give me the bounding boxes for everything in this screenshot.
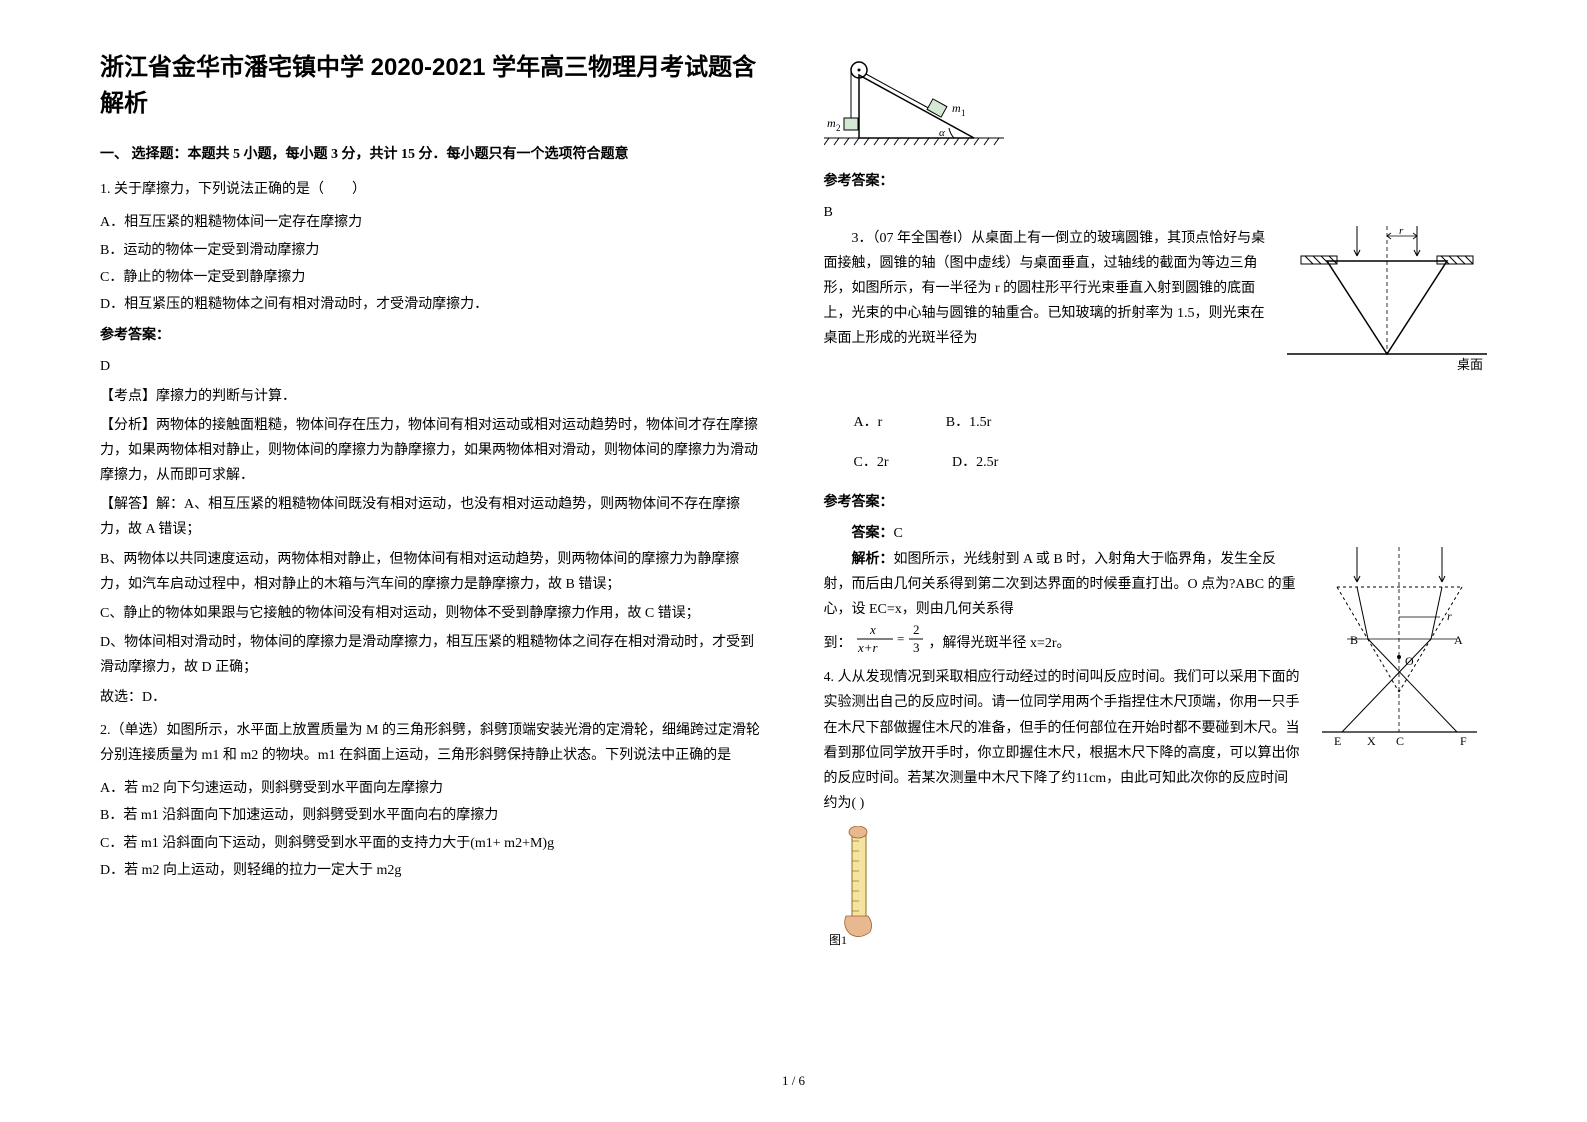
q3-option-c: C．2r bbox=[854, 450, 889, 475]
q2-answer: B bbox=[824, 200, 1488, 225]
q3-formula-suffix: ，解得光斑半径 x=2r。 bbox=[929, 636, 1071, 651]
q1-stem: 1. 关于摩擦力，下列说法正确的是（ ） bbox=[100, 177, 764, 202]
geometry-analysis-figure: r O B A E X C F bbox=[1312, 547, 1487, 756]
geo-B-label: B bbox=[1350, 633, 1358, 647]
q1-solve-d: D、物体间相对滑动时，物体间的摩擦力是滑动摩擦力，相互压紧的粗糙物体之间存在相对… bbox=[100, 630, 764, 680]
m2-label: m bbox=[827, 116, 836, 130]
geo-C-label: C bbox=[1396, 734, 1404, 747]
q2-option-c: C．若 m1 沿斜面向下运动，则斜劈受到水平面的支持力大于(m1+ m2+M)g bbox=[100, 831, 764, 856]
q3-analysis-text: 如图所示，光线射到 A 或 B 时，入射角大于临界角，发生全反射，而后由几何关系… bbox=[824, 552, 1296, 617]
document-title: 浙江省金华市潘宅镇中学 2020-2021 学年高三物理月考试题含解析 bbox=[100, 50, 764, 122]
q1-option-a: A．相互压紧的粗糙物体间一定存在摩擦力 bbox=[100, 210, 764, 235]
q3-option-a: A．r bbox=[854, 410, 883, 435]
q4-stem: 4. 人从发现情况到采取相应行动经过的时间叫反应时间。我们可以采用下面的实验测出… bbox=[824, 665, 1303, 816]
q1-analysis: 【分析】两物体的接触面粗糙，物体间存在压力，物体间有相对运动或相对运动趋势时，物… bbox=[100, 413, 764, 489]
q2-option-b: B．若 m1 沿斜面向下加速运动，则斜劈受到水平面向右的摩擦力 bbox=[100, 803, 764, 828]
alpha-label: α bbox=[939, 127, 945, 139]
svg-text:3: 3 bbox=[913, 640, 920, 655]
r-label: r bbox=[1399, 226, 1404, 237]
q3-options-row-2: C．2r D．2.5r bbox=[854, 450, 1488, 475]
q1-solve-b: B、两物体以共同速度运动，两物体相对静止，但物体间有相对运动趋势，则两物体间的摩… bbox=[100, 547, 764, 597]
q3-option-b: B．1.5r bbox=[946, 410, 992, 435]
q3-answer-prefix: 答案： bbox=[852, 526, 894, 541]
desk-label: 桌面 bbox=[1457, 357, 1483, 372]
q1-option-d: D．相互紧压的粗糙物体之间有相对滑动时，才受滑动摩擦力． bbox=[100, 292, 764, 317]
svg-text:=: = bbox=[897, 631, 904, 646]
geo-F-label: F bbox=[1460, 734, 1467, 747]
q1-answer: D bbox=[100, 354, 764, 379]
left-column: 浙江省金华市潘宅镇中学 2020-2021 学年高三物理月考试题含解析 一、 选… bbox=[100, 50, 764, 966]
q3-answer-label: 参考答案： bbox=[824, 490, 1488, 515]
q3-options-row-1: A．r B．1.5r bbox=[854, 410, 1488, 435]
q3-answer-line: 答案：C bbox=[824, 521, 1488, 546]
glass-cone-figure: r bbox=[1287, 226, 1487, 385]
q3-option-d: D．2.5r bbox=[952, 450, 998, 475]
m1-label: m bbox=[952, 101, 961, 115]
geo-E-label: E bbox=[1334, 734, 1341, 747]
right-column: m 2 m 1 α 参考答案： B bbox=[824, 50, 1488, 966]
q1-answer-label: 参考答案： bbox=[100, 323, 764, 348]
q2-option-d: D．若 m2 向上运动，则轻绳的拉力一定大于 m2g bbox=[100, 858, 764, 883]
q3-analysis-prefix: 解析： bbox=[852, 552, 894, 567]
q3-formula-prefix: 到： bbox=[824, 636, 852, 651]
page-number: 1 / 6 bbox=[782, 1069, 805, 1092]
q2-option-a: A．若 m2 向下匀速运动，则斜劈受到水平面向左摩擦力 bbox=[100, 776, 764, 801]
m1-subscript: 1 bbox=[961, 108, 966, 118]
q1-option-b: B．运动的物体一定受到滑动摩擦力 bbox=[100, 238, 764, 263]
q1-conclusion: 故选：D． bbox=[100, 685, 764, 710]
section-heading: 一、 选择题：本题共 5 小题，每小题 3 分，共计 15 分．每小题只有一个选… bbox=[100, 142, 764, 167]
q2-stem: 2.（单选）如图所示，水平面上放置质量为 M 的三角形斜劈，斜劈顶端安装光滑的定… bbox=[100, 718, 764, 768]
geo-r-label: r bbox=[1447, 609, 1452, 623]
triangle-pulley-figure: m 2 m 1 α bbox=[824, 60, 1488, 159]
q1-point: 【考点】摩擦力的判断与计算． bbox=[100, 384, 764, 409]
geo-X-label: X bbox=[1367, 734, 1376, 747]
q1-solve-a: 【解答】解：A、相互压紧的粗糙物体间既没有相对运动，也没有相对运动趋势，则两物体… bbox=[100, 492, 764, 542]
svg-text:x: x bbox=[869, 622, 876, 637]
ruler-hand-figure: 图1 bbox=[824, 826, 1488, 955]
geo-A-label: A bbox=[1454, 633, 1463, 647]
svg-text:x+r: x+r bbox=[857, 640, 879, 655]
fig1-label: 图1 bbox=[829, 933, 847, 946]
q1-option-c: C．静止的物体一定受到静摩擦力 bbox=[100, 265, 764, 290]
m2-subscript: 2 bbox=[836, 123, 841, 133]
q3-answer: C bbox=[894, 526, 903, 541]
geo-O-label: O bbox=[1405, 654, 1414, 668]
fraction-formula: x x+r = 2 3 bbox=[855, 622, 925, 665]
q2-answer-label: 参考答案： bbox=[824, 169, 1488, 194]
q1-solve-c: C、静止的物体如果跟与它接触的物体间没有相对运动，则物体不受到静摩擦力作用，故 … bbox=[100, 601, 764, 626]
svg-text:2: 2 bbox=[913, 622, 920, 637]
